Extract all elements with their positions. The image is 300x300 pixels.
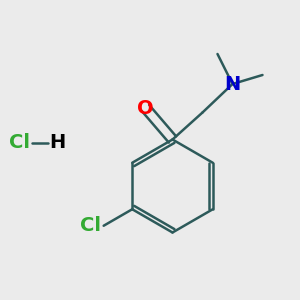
Text: N: N: [224, 74, 241, 94]
Text: Cl: Cl: [80, 216, 101, 235]
Text: Cl: Cl: [9, 133, 30, 152]
Text: O: O: [137, 98, 154, 118]
Text: H: H: [50, 133, 66, 152]
